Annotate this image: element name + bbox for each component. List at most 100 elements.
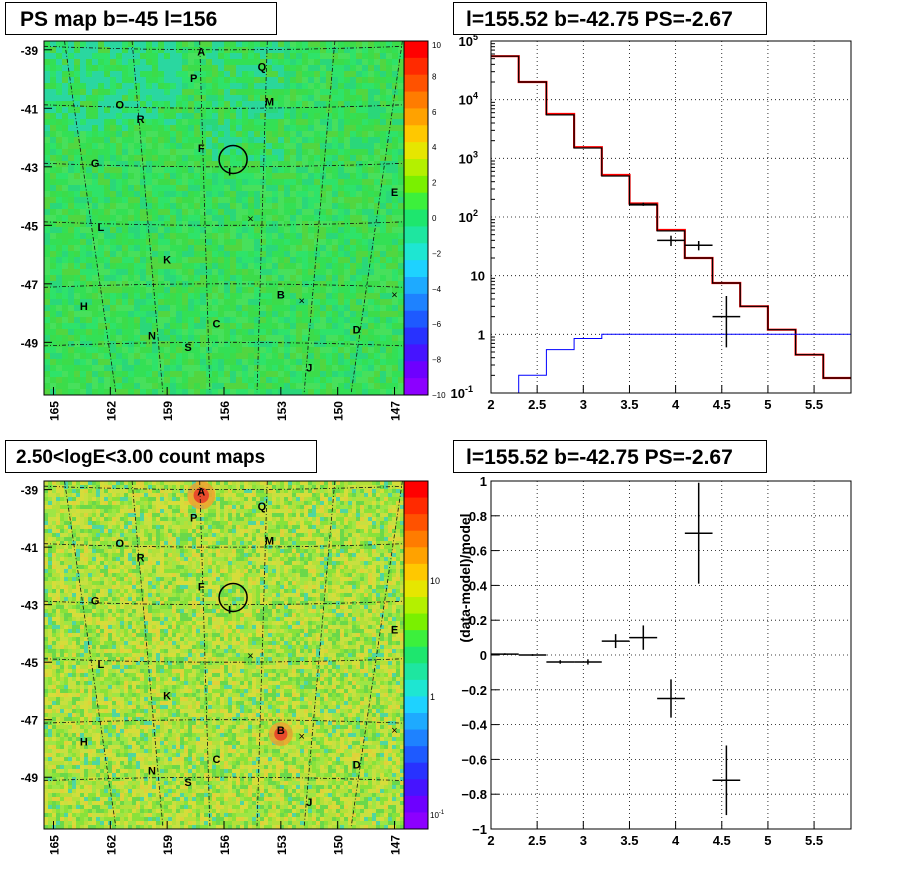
ps-heatmap-cell [242, 41, 248, 47]
ps-heatmap-cell [344, 257, 350, 263]
cm-heatmap-cell [136, 525, 140, 529]
ps-heatmap-cell [350, 293, 356, 299]
ps-heatmap-cell [62, 299, 68, 305]
cm-heatmap-cell [92, 533, 96, 537]
cm-heatmap-cell [160, 517, 164, 521]
ps-heatmap-cell [266, 293, 272, 299]
cm-heatmap-cell [56, 505, 60, 509]
ps-heatmap-cell [338, 197, 344, 203]
ps-heatmap-cell [338, 389, 344, 395]
cm-heatmap-cell [348, 497, 352, 501]
ps-heatmap-cell [218, 377, 224, 383]
ps-heatmap-cell [350, 197, 356, 203]
ps-heatmap-cell [176, 335, 182, 341]
ps-heatmap-cell [332, 47, 338, 53]
ps-heatmap-cell [284, 209, 290, 215]
ps-heatmap-cell [194, 251, 200, 257]
ps-heatmap-cell [218, 263, 224, 269]
ps-heatmap-cell [398, 239, 404, 245]
ps-heatmap-cell [44, 329, 50, 335]
cm-heatmap-cell [244, 537, 248, 541]
ps-heatmap-cell [152, 65, 158, 71]
ps-heatmap-cell [332, 101, 338, 107]
ps-heatmap-cell [212, 89, 218, 95]
cm-heatmap-cell [348, 481, 352, 485]
ps-heatmap-cell [284, 77, 290, 83]
ps-heatmap-cell [302, 359, 308, 365]
ps-heatmap-cell [212, 377, 218, 383]
cm-heatmap-cell [312, 533, 316, 537]
ps-heatmap-cell [206, 83, 212, 89]
ps-heatmap-cell [290, 59, 296, 65]
cm-heatmap-cell [384, 481, 388, 485]
ps-heatmap-cell [380, 221, 386, 227]
ps-heatmap-cell [308, 311, 314, 317]
cm-heatmap-cell [364, 521, 368, 525]
cm-heatmap-cell [400, 517, 404, 521]
cm-heatmap-cell [324, 537, 328, 541]
ps-heatmap-cell [74, 233, 80, 239]
ps-heatmap-cell [74, 329, 80, 335]
ps-heatmap-cell [398, 185, 404, 191]
ps-heatmap-cell [158, 83, 164, 89]
ps-heatmap-cell [320, 299, 326, 305]
ps-heatmap-cell [284, 197, 290, 203]
ps-heatmap-cell [200, 383, 206, 389]
ps-heatmap-cell [158, 359, 164, 365]
cm-heatmap-cell [108, 509, 112, 513]
ps-heatmap-cell [86, 227, 92, 233]
ps-heatmap-cell [44, 107, 50, 113]
ps-heatmap-cell [344, 41, 350, 47]
cm-heatmap-cell [344, 509, 348, 513]
cm-heatmap-cell [332, 493, 336, 497]
ps-heatmap-cell [260, 83, 266, 89]
ps-heatmap-cell [188, 107, 194, 113]
ps-heatmap-cell [254, 275, 260, 281]
ps-heatmap-cell [392, 311, 398, 317]
ps-heatmap-cell [356, 101, 362, 107]
ps-heatmap-cell [62, 233, 68, 239]
cm-heatmap-cell [316, 513, 320, 517]
cm-heatmap-cell [148, 481, 152, 485]
cm-heatmap-cell [292, 497, 296, 501]
ps-heatmap-cell [158, 215, 164, 221]
cm-heatmap-cell [360, 497, 364, 501]
cm-heatmap-cell [312, 537, 316, 541]
ps-heatmap-cell [236, 275, 242, 281]
ps-heatmap-cell [56, 269, 62, 275]
ps-heatmap-cell [68, 71, 74, 77]
ps-heatmap-cell [158, 185, 164, 191]
ps-heatmap-cell [368, 95, 374, 101]
ps-heatmap-cell [104, 65, 110, 71]
ps-heatmap-cell [50, 305, 56, 311]
cm-heatmap-cell [348, 537, 352, 541]
ps-heatmap-cell [218, 299, 224, 305]
ps-heatmap-cell [326, 215, 332, 221]
ps-heatmap-cell [350, 71, 356, 77]
ps-heatmap-cell [98, 77, 104, 83]
cm-heatmap-cell [152, 517, 156, 521]
ps-heatmap-cell [116, 209, 122, 215]
cm-heatmap-cell [272, 489, 276, 493]
cm-heatmap-cell [308, 485, 312, 489]
ps-heatmap-cell [236, 89, 242, 95]
cm-heatmap-cell [52, 529, 56, 533]
cm-heatmap-cell [184, 517, 188, 521]
cm-heatmap-cell [272, 481, 276, 485]
colorbar-segment [404, 293, 428, 312]
ps-heatmap-cell [266, 311, 272, 317]
ps-heatmap-cell [356, 353, 362, 359]
ps-heatmap-cell [302, 95, 308, 101]
ps-heatmap-cell [314, 53, 320, 59]
ps-heatmap-cell [212, 215, 218, 221]
ps-heatmap-cell [74, 197, 80, 203]
cm-heatmap-cell [252, 521, 256, 525]
ps-heatmap-cell [68, 173, 74, 179]
cm-heatmap-cell [304, 505, 308, 509]
ps-heatmap-cell [386, 119, 392, 125]
cm-heatmap-cell [64, 541, 68, 545]
cm-heatmap-cell [280, 513, 284, 517]
ps-heatmap-cell [362, 353, 368, 359]
ps-heatmap-cell [278, 209, 284, 215]
